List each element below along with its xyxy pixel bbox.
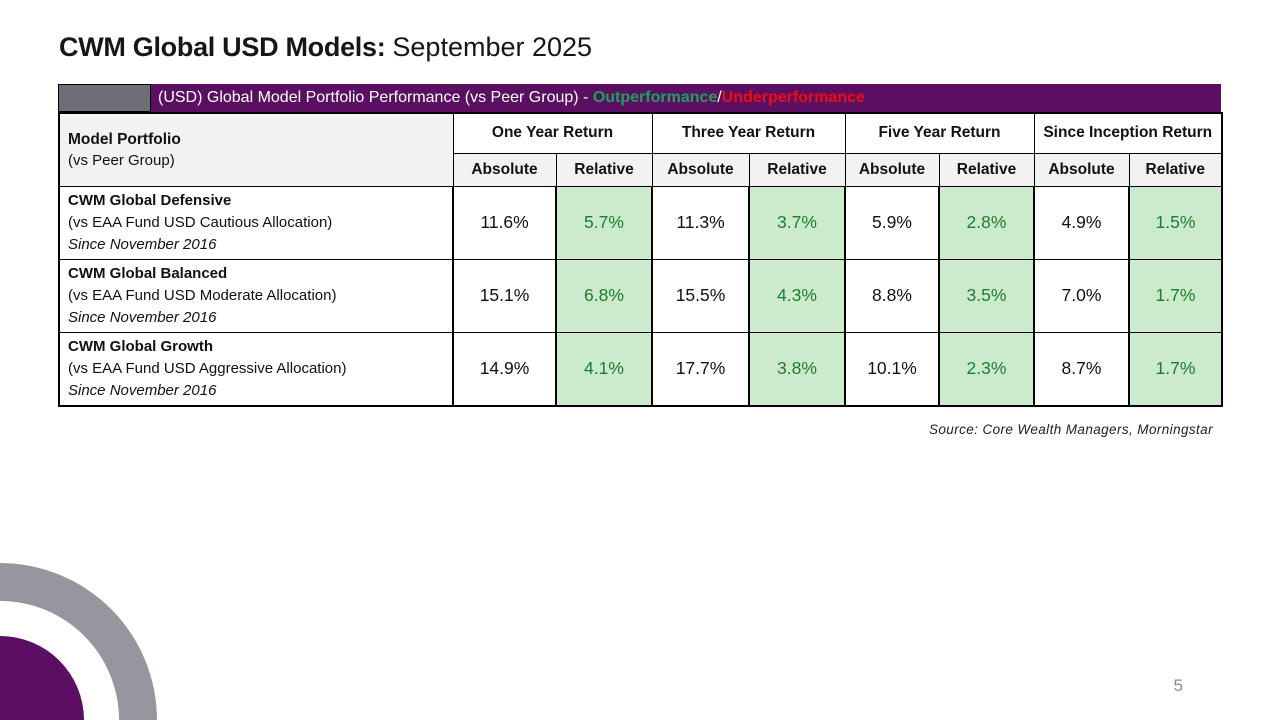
sub-header-absolute: Absolute — [1033, 152, 1130, 187]
value-cell-relative: 3.5% — [938, 258, 1035, 333]
group-header-five-year: Five Year Return — [844, 112, 1035, 154]
model-since-date: Since November 2016 — [68, 308, 217, 326]
value-cell-absolute: 8.8% — [844, 258, 940, 333]
value-cell-relative: 5.7% — [555, 185, 653, 260]
group-header-row: Model Portfolio (vs Peer Group) One Year… — [58, 112, 1223, 187]
sub-header-absolute: Absolute — [844, 152, 940, 187]
table-row-growth: CWM Global Growth (vs EAA Fund USD Aggre… — [58, 331, 1223, 407]
banner-caption: (USD) Global Model Portfolio Performance… — [158, 89, 593, 106]
corner-header-line1: Model Portfolio — [68, 130, 181, 148]
banner-gray-box — [58, 84, 151, 112]
value-cell-relative: 4.3% — [748, 258, 846, 333]
value-cell-relative: 2.8% — [938, 185, 1035, 260]
model-name: CWM Global Growth — [68, 337, 213, 355]
sub-header-absolute: Absolute — [452, 152, 557, 187]
sub-header-relative: Relative — [1128, 152, 1223, 187]
sub-header-relative: Relative — [938, 152, 1035, 187]
model-cell: CWM Global Balanced (vs EAA Fund USD Mod… — [58, 258, 454, 333]
sub-header-relative: Relative — [555, 152, 653, 187]
value-cell-relative: 1.7% — [1128, 258, 1223, 333]
value-cell-absolute: 11.3% — [651, 185, 750, 260]
value-cell-absolute: 4.9% — [1033, 185, 1130, 260]
decor-purple-disc — [0, 636, 84, 720]
underperformance-label: Underperformance — [721, 89, 865, 106]
corner-header-cell: Model Portfolio (vs Peer Group) — [58, 112, 454, 187]
page-title: CWM Global USD Models: September 2025 — [59, 30, 592, 64]
model-peer-group: (vs EAA Fund USD Aggressive Allocation) — [68, 359, 347, 377]
value-cell-absolute: 14.9% — [452, 331, 557, 407]
value-cell-absolute: 5.9% — [844, 185, 940, 260]
table-row-defensive: CWM Global Defensive (vs EAA Fund USD Ca… — [58, 185, 1223, 260]
banner-text: (USD) Global Model Portfolio Performance… — [158, 84, 865, 112]
model-cell: CWM Global Growth (vs EAA Fund USD Aggre… — [58, 331, 454, 407]
group-header-three-year: Three Year Return — [651, 112, 846, 154]
banner-separator: / — [717, 89, 722, 106]
sub-header-relative: Relative — [748, 152, 846, 187]
performance-table: Model Portfolio (vs Peer Group) One Year… — [58, 112, 1223, 407]
page-number: 5 — [1173, 676, 1183, 695]
value-cell-relative: 6.8% — [555, 258, 653, 333]
value-cell-relative: 1.7% — [1128, 331, 1223, 407]
title-date-text: September 2025 — [392, 32, 593, 62]
decor-outer-gray-ring — [0, 563, 157, 720]
value-cell-absolute: 15.1% — [452, 258, 557, 333]
value-cell-relative: 4.1% — [555, 331, 653, 407]
model-since-date: Since November 2016 — [68, 235, 217, 253]
model-peer-group: (vs EAA Fund USD Moderate Allocation) — [68, 286, 337, 304]
model-peer-group: (vs EAA Fund USD Cautious Allocation) — [68, 213, 333, 231]
outperformance-label: Outperformance — [592, 89, 718, 106]
value-cell-absolute: 7.0% — [1033, 258, 1130, 333]
source-note: Source: Core Wealth Managers, Morningsta… — [928, 422, 1213, 437]
corner-header-line2: (vs Peer Group) — [68, 151, 175, 169]
group-header-since-inception: Since Inception Return — [1033, 112, 1223, 154]
value-cell-relative: 3.7% — [748, 185, 846, 260]
table-row-balanced: CWM Global Balanced (vs EAA Fund USD Mod… — [58, 258, 1223, 333]
sub-header-absolute: Absolute — [651, 152, 750, 187]
value-cell-absolute: 8.7% — [1033, 331, 1130, 407]
value-cell-relative: 2.3% — [938, 331, 1035, 407]
value-cell-relative: 3.8% — [748, 331, 846, 407]
title-bold-text: CWM Global USD Models: — [59, 32, 386, 62]
group-header-one-year: One Year Return — [452, 112, 653, 154]
model-since-date: Since November 2016 — [68, 381, 217, 399]
value-cell-absolute: 15.5% — [651, 258, 750, 333]
table-title-banner: (USD) Global Model Portfolio Performance… — [58, 84, 1221, 112]
value-cell-absolute: 10.1% — [844, 331, 940, 407]
value-cell-absolute: 11.6% — [452, 185, 557, 260]
model-name: CWM Global Balanced — [68, 264, 228, 282]
model-name: CWM Global Defensive — [68, 191, 232, 209]
decor-white-ring — [0, 601, 119, 720]
value-cell-absolute: 17.7% — [651, 331, 750, 407]
value-cell-relative: 1.5% — [1128, 185, 1223, 260]
sub-header-row: Absolute Relative Absolute Relative Abso… — [59, 152, 1223, 187]
model-cell: CWM Global Defensive (vs EAA Fund USD Ca… — [58, 185, 454, 260]
